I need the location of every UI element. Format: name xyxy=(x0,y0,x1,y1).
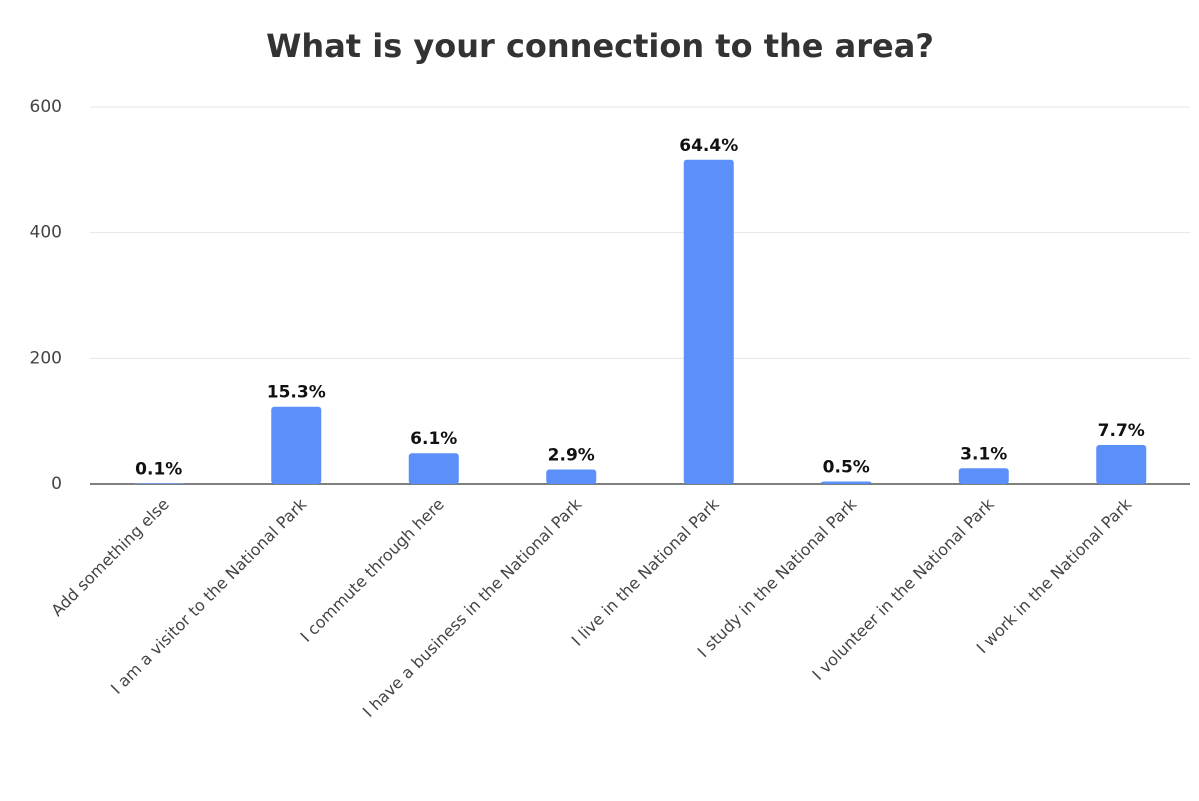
value-label: 0.5% xyxy=(823,457,870,477)
y-tick-label: 0 xyxy=(51,474,62,494)
value-label: 15.3% xyxy=(267,383,326,403)
y-tick-label: 400 xyxy=(30,223,62,243)
value-label: 2.9% xyxy=(548,446,595,466)
x-tick-label: I live in the National Park xyxy=(568,494,724,650)
value-label: 0.1% xyxy=(135,459,182,479)
chart-title: What is your connection to the area? xyxy=(266,27,934,65)
x-tick-label: I work in the National Park xyxy=(973,494,1136,657)
value-label: 64.4% xyxy=(679,136,738,156)
bar xyxy=(271,406,322,484)
bar xyxy=(683,159,734,484)
bar xyxy=(821,481,872,484)
bar xyxy=(408,453,459,484)
bar xyxy=(546,469,597,484)
value-label: 7.7% xyxy=(1098,421,1145,441)
bar xyxy=(133,483,184,484)
bar xyxy=(1096,445,1147,484)
x-tick-label: I commute through here xyxy=(296,495,447,646)
bar xyxy=(958,468,1009,484)
y-tick-label: 600 xyxy=(30,97,62,117)
value-label: 6.1% xyxy=(410,429,457,449)
y-tick-label: 200 xyxy=(30,348,62,368)
value-label: 3.1% xyxy=(960,444,1007,464)
x-tick-label: Add something else xyxy=(47,495,172,620)
x-tick-label: I study in the National Park xyxy=(694,494,861,661)
x-tick-label: I have a business in the National Park xyxy=(359,494,586,721)
